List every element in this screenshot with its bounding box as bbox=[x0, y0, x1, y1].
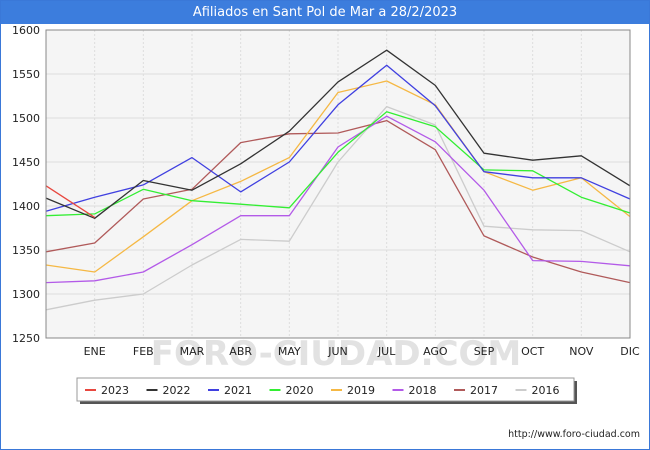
plot-border bbox=[45, 29, 631, 339]
legend-label-2019: 2019 bbox=[347, 384, 375, 397]
series-line-2022 bbox=[45, 49, 631, 219]
x-tick-label: NOV bbox=[569, 345, 594, 358]
series-line-2016 bbox=[45, 105, 631, 311]
y-tick-label: 1400 bbox=[12, 200, 40, 213]
series-line-2019 bbox=[45, 80, 631, 273]
x-tick-label: OCT bbox=[521, 345, 544, 358]
series-line-2018 bbox=[45, 115, 631, 284]
legend-label-2020: 2020 bbox=[286, 384, 314, 397]
legend-label-2022: 2022 bbox=[163, 384, 191, 397]
y-tick-label: 1500 bbox=[12, 112, 40, 125]
x-tick-label: FEB bbox=[133, 345, 154, 358]
x-tick-label: AGO bbox=[423, 345, 448, 358]
x-tick-label: ENE bbox=[84, 345, 106, 358]
x-tick-label: MAR bbox=[180, 345, 205, 358]
watermark: FORO-CIUDAD.COM bbox=[151, 334, 522, 374]
legend-label-2023: 2023 bbox=[101, 384, 129, 397]
legend-box bbox=[76, 377, 575, 402]
legend-label-2021: 2021 bbox=[224, 384, 252, 397]
x-tick-label: JUN bbox=[327, 345, 348, 358]
series-line-2021 bbox=[45, 64, 631, 212]
series-line-2023 bbox=[45, 185, 96, 218]
x-tick-label: DIC bbox=[620, 345, 640, 358]
x-tick-label: SEP bbox=[474, 345, 495, 358]
series-line-2017 bbox=[45, 119, 631, 284]
y-tick-label: 1600 bbox=[12, 24, 40, 37]
y-tick-label: 1300 bbox=[12, 288, 40, 301]
chart-title: Afiliados en Sant Pol de Mar a 28/2/2023 bbox=[1, 1, 649, 24]
y-tick-label: 1450 bbox=[12, 156, 40, 169]
legend-label-2018: 2018 bbox=[409, 384, 437, 397]
legend-label-2016: 2016 bbox=[532, 384, 560, 397]
y-tick-label: 1350 bbox=[12, 244, 40, 257]
x-tick-label: ABR bbox=[229, 345, 252, 358]
x-tick-label: JUL bbox=[377, 345, 396, 358]
series-line-2020 bbox=[45, 111, 631, 217]
y-tick-label: 1250 bbox=[12, 332, 40, 345]
x-tick-label: MAY bbox=[278, 345, 301, 358]
source-url: http://www.foro-ciudad.com bbox=[508, 429, 640, 440]
legend-label-2017: 2017 bbox=[470, 384, 498, 397]
y-tick-label: 1550 bbox=[12, 68, 40, 81]
